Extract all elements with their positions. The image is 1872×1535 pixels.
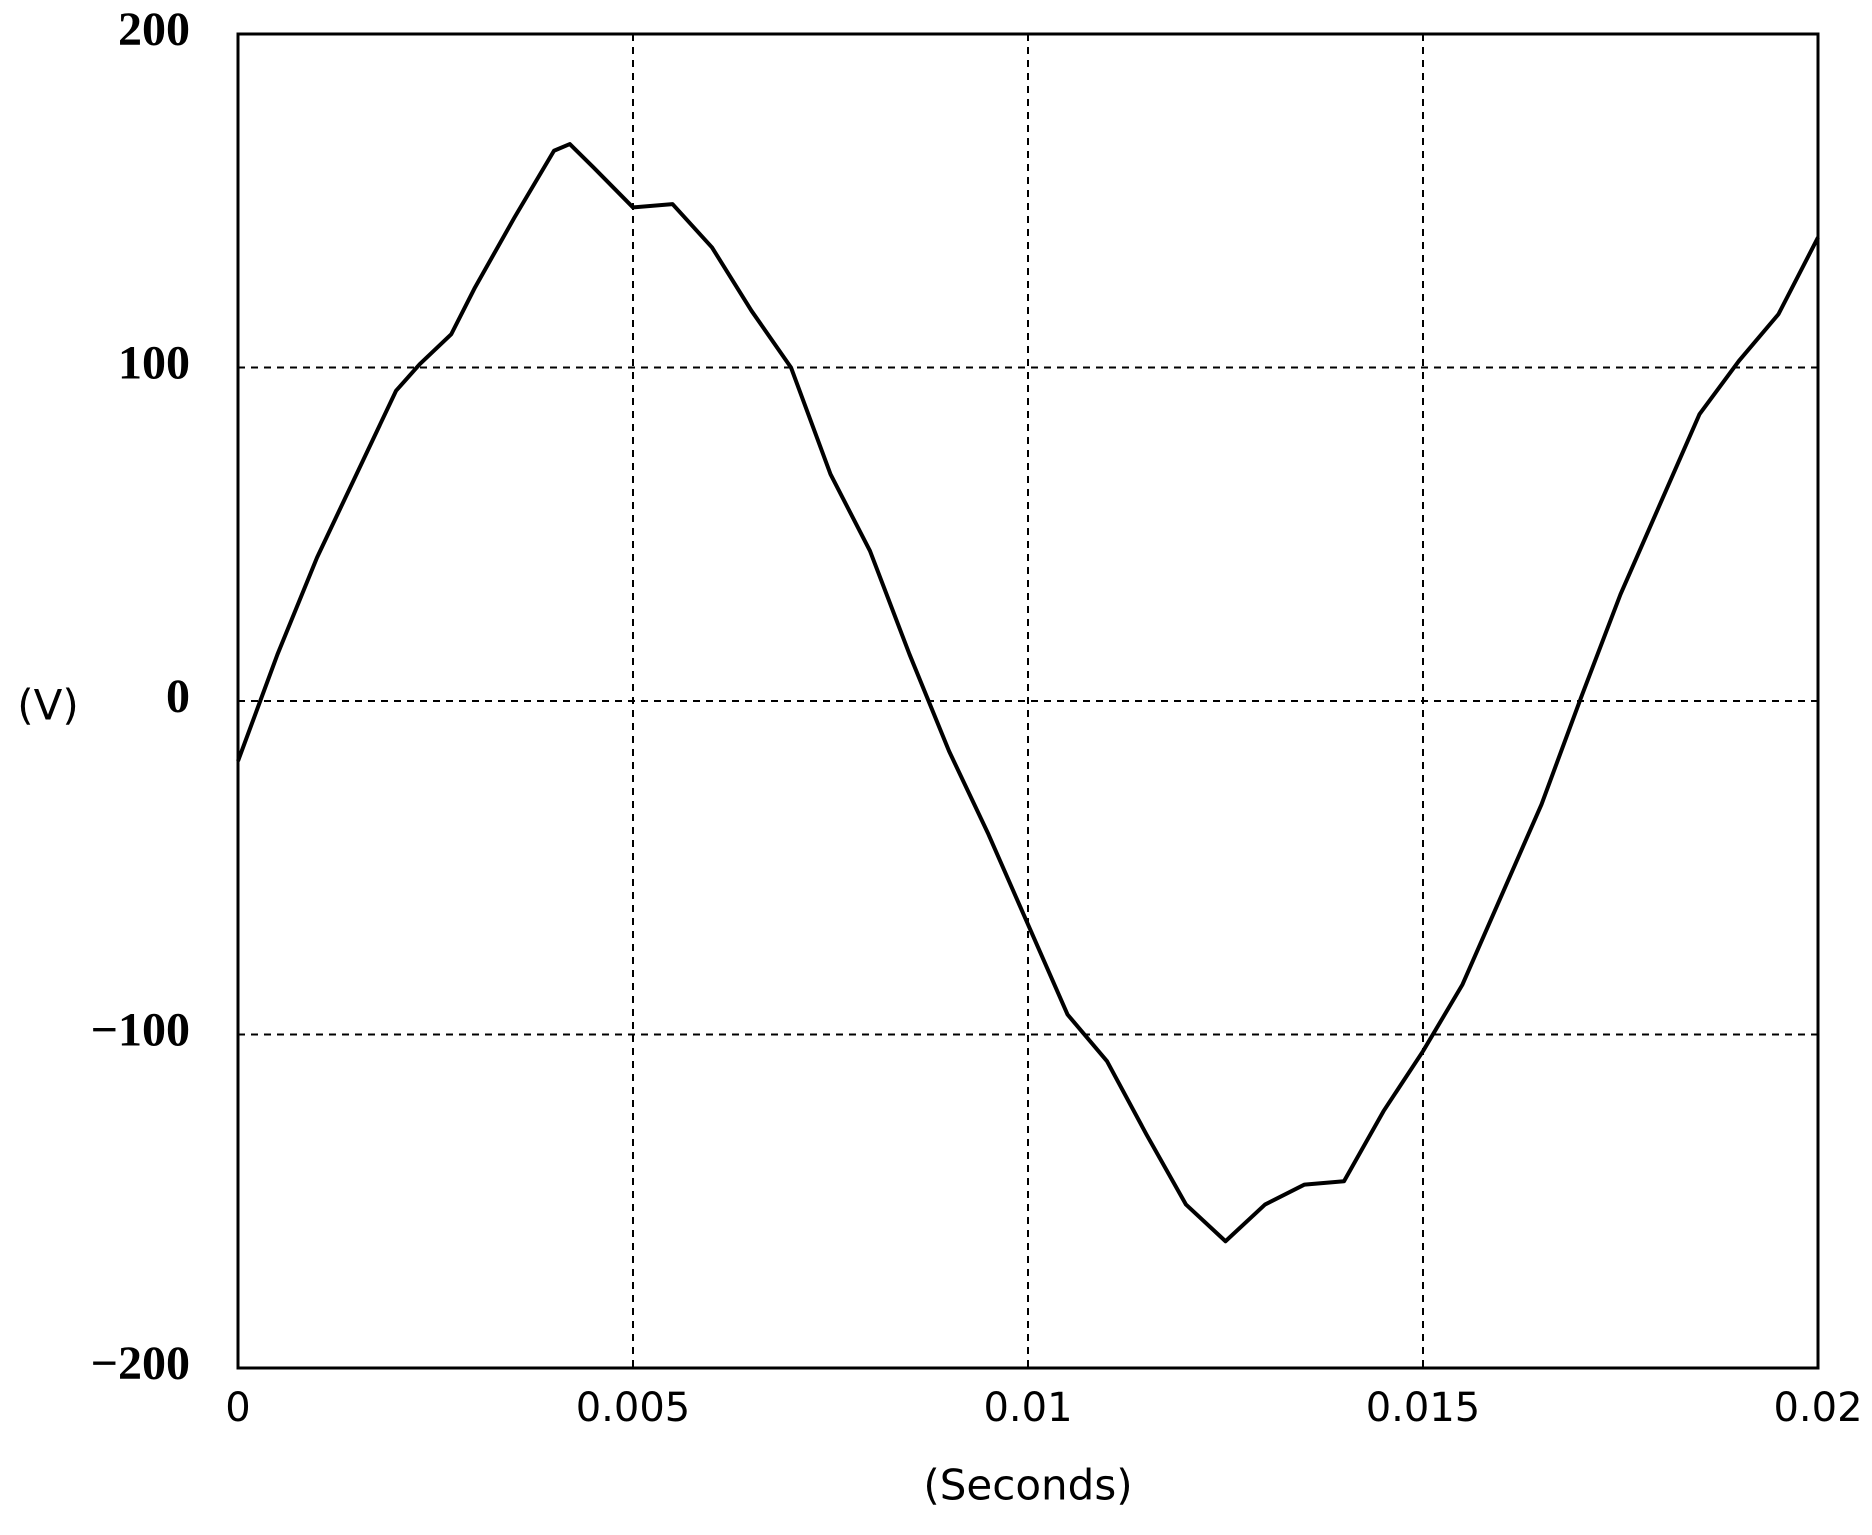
- y-tick-label: 0: [166, 670, 190, 723]
- x-tick-label: 0.02: [1773, 1385, 1862, 1431]
- plot-frame: [236, 32, 1820, 1370]
- x-tick-label: 0.005: [576, 1385, 691, 1431]
- x-tick-label: 0: [225, 1385, 250, 1431]
- y-tick-label: −200: [91, 1337, 190, 1390]
- x-tick-label: 0.015: [1366, 1385, 1481, 1431]
- y-tick-label: 200: [118, 3, 190, 56]
- x-tick-label: 0.01: [983, 1385, 1072, 1431]
- y-tick-label: −100: [91, 1004, 190, 1057]
- x-axis-label: (Seconds): [923, 1461, 1132, 1510]
- y-axis-label: (V): [17, 681, 79, 730]
- line: [236, 142, 1820, 1244]
- y-tick-label: 100: [118, 337, 190, 390]
